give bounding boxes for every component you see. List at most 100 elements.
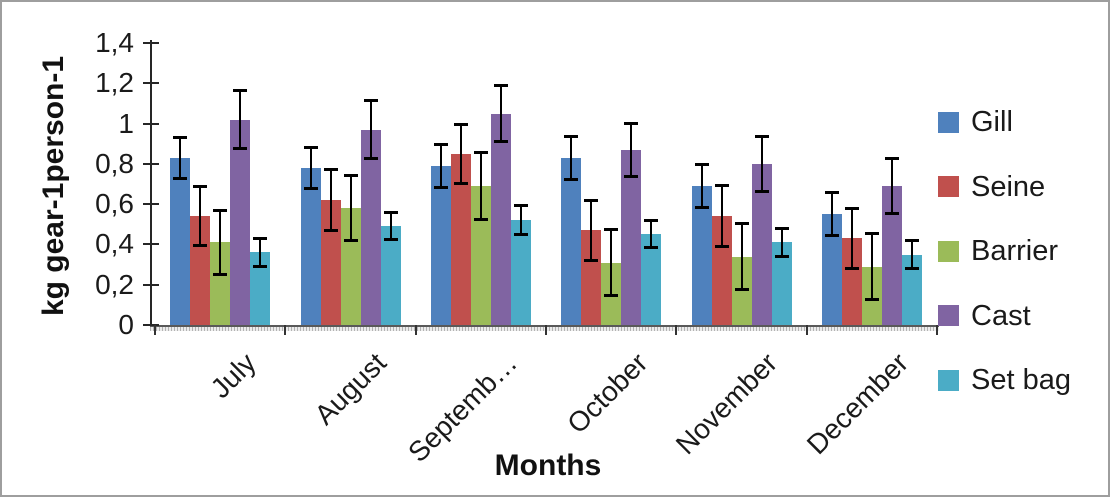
error-cap-bottom (383, 238, 398, 242)
error-cap-top (253, 237, 268, 241)
error-bar (610, 229, 613, 296)
error-bar (830, 192, 833, 237)
error-cap-top (513, 204, 528, 208)
y-tick (143, 162, 159, 165)
error-bar (570, 135, 573, 180)
error-cap-bottom (363, 156, 378, 160)
error-cap-top (844, 207, 859, 211)
error-bar (519, 205, 522, 236)
bar-seine-november (711, 216, 732, 325)
error-cap-bottom (604, 293, 619, 297)
error-cap-top (904, 239, 919, 243)
error-bar (910, 240, 913, 269)
x-axis-minor-ticks (150, 327, 939, 331)
bar-gill-august (300, 167, 321, 325)
error-bar (259, 238, 262, 267)
bar-seine-septemb (450, 153, 471, 325)
y-tick-label: 0,8 (95, 147, 134, 179)
error-cap-bottom (343, 239, 358, 243)
error-cap-bottom (864, 297, 879, 301)
x-category-label: August (308, 347, 393, 431)
error-bar (890, 157, 893, 215)
error-bar (349, 174, 352, 242)
x-category-label: December (800, 347, 914, 461)
error-bar (179, 136, 182, 179)
bar-set-bag-august (380, 226, 401, 325)
error-cap-top (233, 89, 248, 93)
error-cap-bottom (564, 177, 579, 181)
legend-item-gill: Gill (938, 106, 1013, 138)
error-cap-top (824, 191, 839, 195)
error-bar (780, 228, 783, 257)
legend-swatch (938, 111, 959, 133)
bar-gill-septemb (430, 165, 451, 325)
y-tick (143, 283, 159, 286)
x-axis-line (150, 325, 939, 327)
error-cap-bottom (754, 190, 769, 194)
x-tick (284, 325, 287, 335)
x-axis-title: Months (494, 449, 602, 482)
error-bar (590, 200, 593, 261)
error-cap-top (193, 185, 208, 188)
error-bar (630, 122, 633, 177)
legend-swatch (938, 176, 959, 197)
legend-label: Barrier (971, 235, 1059, 267)
bar-cast-october (621, 149, 642, 325)
bar-gill-november (691, 186, 712, 325)
error-cap-top (694, 162, 709, 166)
error-cap-top (383, 211, 398, 215)
error-cap-top (173, 135, 188, 139)
error-cap-top (453, 122, 468, 126)
error-bar (700, 163, 703, 209)
error-cap-bottom (734, 287, 749, 291)
error-bar (760, 135, 763, 193)
x-category-label: July (204, 347, 263, 405)
y-tick-label: 1 (118, 107, 134, 139)
error-cap-bottom (253, 264, 268, 268)
legend-label: Set bag (971, 364, 1071, 396)
bar-cast-december (881, 186, 902, 325)
error-cap-bottom (694, 206, 709, 210)
y-tick-label: 0,2 (95, 268, 134, 300)
error-bar (740, 223, 743, 290)
legend-label: Gill (971, 106, 1013, 138)
error-cap-bottom (433, 186, 448, 190)
legend-item-set-bag: Set bag (938, 364, 1071, 396)
error-cap-top (884, 156, 899, 160)
bar-barrier-july (210, 242, 231, 325)
error-bar (309, 146, 312, 190)
error-cap-top (564, 134, 579, 138)
error-cap-top (754, 134, 769, 138)
error-cap-top (323, 167, 338, 171)
error-cap-top (303, 145, 318, 149)
legend-item-seine: Seine (938, 172, 1045, 201)
x-tick (936, 325, 938, 335)
y-tick-label: 0 (118, 309, 134, 340)
error-cap-top (774, 227, 789, 231)
error-cap-top (363, 99, 378, 103)
bar-set-bag-december (901, 254, 922, 325)
y-tick (143, 243, 159, 246)
legend-label: Cast (971, 299, 1031, 332)
x-tick (545, 325, 547, 335)
bar-cast-july (230, 119, 251, 325)
x-tick (414, 325, 417, 335)
bar-set-bag-septemb (510, 220, 531, 325)
error-bar (199, 186, 202, 247)
error-cap-bottom (193, 244, 208, 248)
error-bar (369, 100, 372, 159)
y-tick (143, 122, 159, 125)
x-tick (154, 325, 156, 335)
y-tick-label: 0,6 (95, 188, 134, 220)
error-cap-top (734, 222, 749, 226)
error-cap-bottom (173, 176, 188, 180)
y-tick-label: 1,4 (95, 27, 134, 58)
error-bar (650, 220, 653, 249)
error-cap-top (343, 173, 358, 177)
error-cap-bottom (513, 233, 528, 237)
legend-swatch (938, 305, 959, 326)
bar-gill-july (170, 157, 191, 325)
error-cap-bottom (844, 266, 859, 270)
error-cap-bottom (824, 234, 839, 238)
error-cap-top (584, 199, 599, 203)
